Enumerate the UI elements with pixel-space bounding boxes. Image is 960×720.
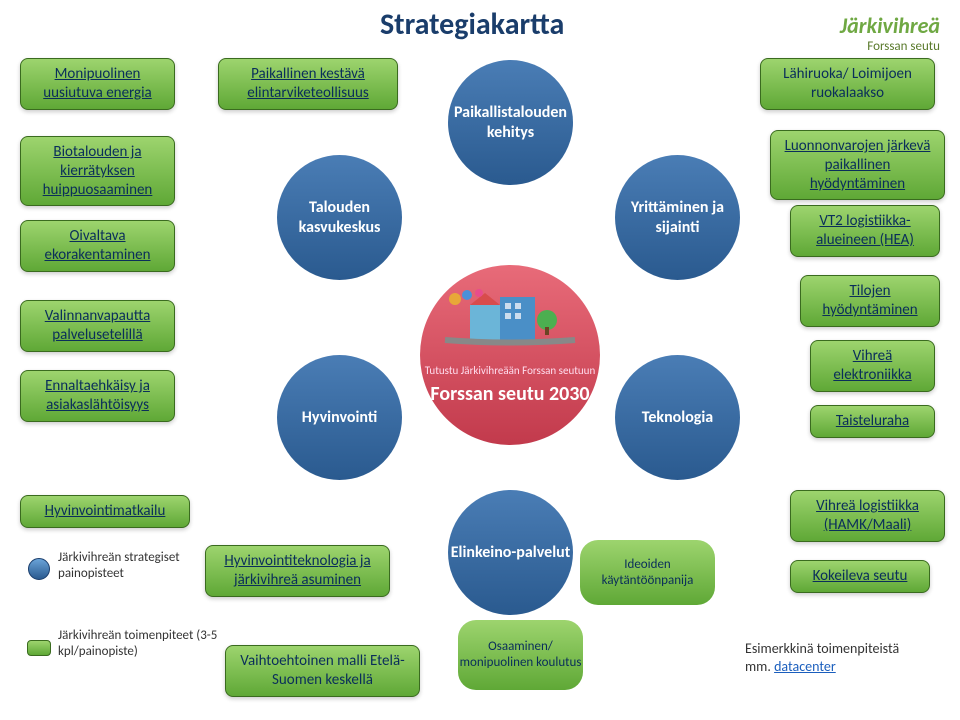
- box-r4: Vihreä elektroniikka: [810, 340, 935, 392]
- legend-rect-icon: [27, 640, 51, 656]
- legend-1: Järkivihreän strategiset painopisteet: [58, 550, 188, 581]
- sat-top-left: Talouden kasvukeskus: [277, 155, 402, 280]
- box-l4: Valinnanvapautta palvelusetelillä: [20, 300, 175, 352]
- sat-top: Paikallistalouden kehitys: [448, 60, 573, 185]
- box-r5: Taisteluraha: [810, 405, 935, 438]
- box-l6: Hyvinvointimatkailu: [20, 495, 190, 528]
- box-r1: Luonnonvarojen järkevä paikallinen hyödy…: [770, 130, 945, 200]
- box-r0: Lähiruoka/ Loimijoen ruokalaakso: [760, 58, 935, 110]
- datacenter-link[interactable]: datacenter: [774, 658, 836, 675]
- logo: Järkivihreä Forssan seutu: [840, 12, 940, 54]
- legend-dot-icon: [28, 558, 50, 580]
- box-r7: Kokeileva seutu: [790, 560, 930, 593]
- logo-main: Järkivihreä: [840, 12, 940, 39]
- sat-bottom: Elinkeino-palvelut: [448, 490, 573, 615]
- small-bottom: Osaaminen/ monipuolinen koulutus: [458, 620, 583, 690]
- legend-2: Järkivihreän toimenpiteet (3-5 kpl/paino…: [58, 628, 218, 659]
- sat-bot-left: Hyvinvointi: [277, 355, 402, 480]
- page-title: Strategiakartta: [380, 6, 564, 43]
- box-r6: Vihreä logistiikka (HAMK/Maali): [790, 490, 945, 542]
- box-r2: VT2 logistiikka-alueineen (HEA): [790, 205, 940, 257]
- example-text: Esimerkkinä toimenpiteistä mm. datacente…: [745, 640, 925, 675]
- box-l3: Oivaltava ekorakentaminen: [20, 220, 175, 272]
- small-right: Ideoiden käytäntöönpanija: [580, 540, 715, 605]
- center-tagline: Tutustu Järkivihreään Forssan seutuun: [425, 364, 596, 377]
- logo-sub: Forssan seutu: [840, 39, 940, 54]
- center-bubble: Tutustu Järkivihreään Forssan seutuun Fo…: [420, 265, 600, 445]
- sat-bot-right: Teknologia: [615, 355, 740, 480]
- center-title: Forssan seutu 2030: [430, 382, 589, 406]
- box-b2: Vaihtoehtoinen malli Etelä-Suomen keskel…: [225, 645, 420, 697]
- box-top-left: Paikallinen kestävä elintarviketeollisuu…: [218, 58, 398, 110]
- box-l2: Biotalouden ja kierrätyksen huippuosaami…: [20, 136, 175, 206]
- box-b1: Hyvinvointiteknologia ja järkivihreä asu…: [205, 545, 390, 597]
- box-l5: Ennaltaehkäisy ja asiakaslähtöisyys: [20, 370, 175, 422]
- sat-top-right: Yrittäminen ja sijainti: [615, 155, 740, 280]
- box-r3: Tilojen hyödyntäminen: [800, 275, 940, 327]
- box-l1: Monipuolinen uusiutuva energia: [20, 58, 175, 110]
